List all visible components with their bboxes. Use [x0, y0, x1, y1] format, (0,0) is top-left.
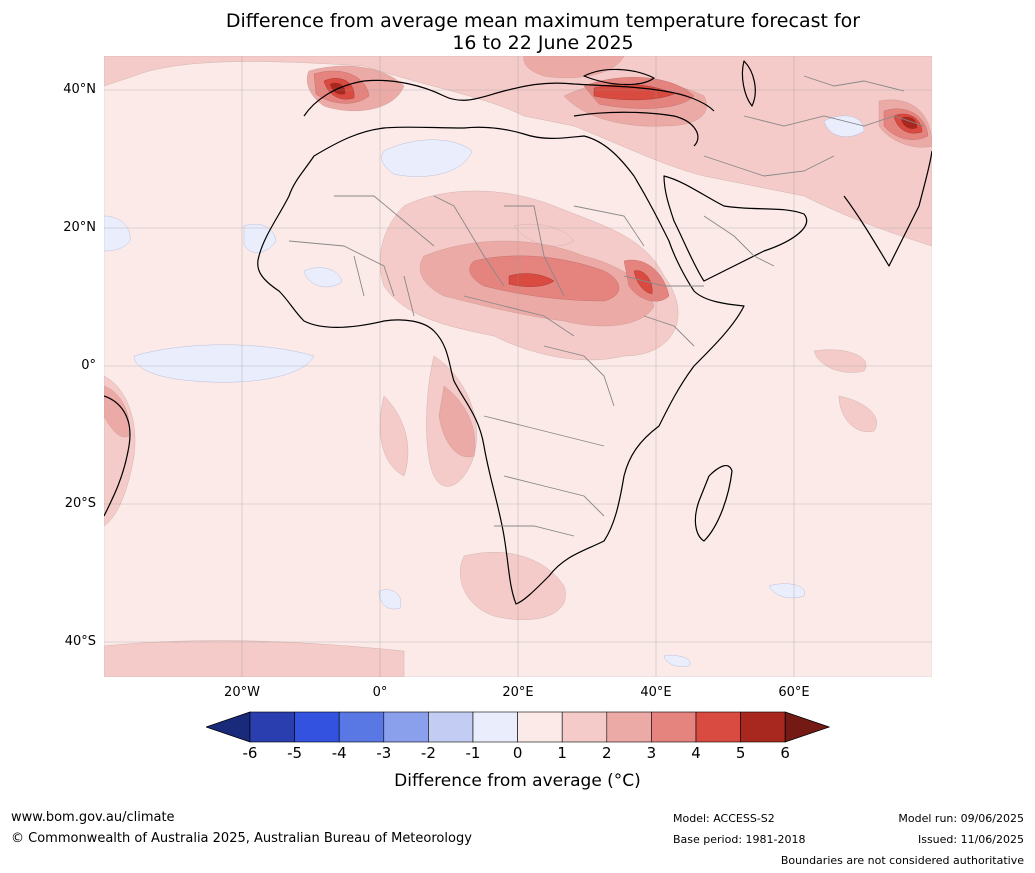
lon-label-20w: 20°W [224, 685, 260, 700]
title-line-2: 16 to 22 June 2025 [452, 32, 634, 54]
footer-website: www.bom.gov.au/climate [11, 810, 175, 825]
lon-label-40e: 40°E [640, 685, 672, 700]
colorbar-segment [428, 711, 474, 743]
colorbar-tick-label: -2 [420, 744, 436, 762]
forecast-map [104, 56, 932, 677]
anomaly-cool-regions [104, 115, 865, 667]
colorbar-segment [651, 711, 697, 743]
coastlines [104, 60, 932, 605]
colorbar [206, 711, 830, 743]
country-borders [288, 75, 925, 537]
colorbar-segment [383, 711, 429, 743]
footer-copyright: © Commonwealth of Australia 2025, Austra… [11, 831, 472, 846]
colorbar-tick-label: 6 [780, 744, 790, 762]
colorbar-segment [561, 711, 608, 743]
colorbar-segment [740, 711, 786, 743]
lon-label-0: 0° [372, 685, 388, 700]
colorbar-tick-label: 2 [602, 744, 612, 762]
colorbar-segment [338, 711, 385, 743]
colorbar-segment [249, 711, 295, 743]
colorbar-segment [472, 711, 518, 743]
colorbar-segment [606, 711, 652, 743]
colorbar-tick-label: -1 [465, 744, 481, 762]
footer-base-period: Base period: 1981-2018 [673, 833, 806, 846]
lat-label-equator: 0° [81, 358, 96, 373]
colorbar-tick-label: 0 [512, 744, 523, 762]
lat-label-40n: 40°N [63, 82, 96, 97]
lon-label-60e: 60°E [778, 685, 810, 700]
lat-label-40s: 40°S [64, 634, 96, 649]
lat-label-20n: 20°N [63, 220, 96, 235]
colorbar-tick-label: -6 [242, 744, 258, 762]
footer-model-run: Model run: 09/06/2025 [898, 812, 1024, 825]
colorbar-tick-label: 4 [691, 744, 701, 762]
colorbar-label: Difference from average (°C) [394, 771, 641, 791]
colorbar-extend-high [784, 711, 830, 743]
colorbar-segment [695, 711, 741, 743]
lat-label-20s: 20°S [64, 496, 96, 511]
colorbar-tick-label: 5 [735, 744, 746, 762]
colorbar-extend-low [206, 711, 251, 743]
colorbar-tick-label: -5 [287, 744, 303, 762]
colorbar-tick-label: 3 [646, 744, 657, 762]
footer-disclaimer: Boundaries are not considered authoritat… [780, 854, 1024, 867]
colorbar-tick-label: -4 [331, 744, 347, 762]
title-line-1: Difference from average mean maximum tem… [225, 10, 861, 32]
colorbar-tick-label: 1 [557, 744, 567, 762]
colorbar-segment [517, 711, 563, 743]
graticule [104, 56, 932, 677]
map-title: Difference from average mean maximum tem… [0, 10, 1035, 54]
colorbar-segment [294, 711, 340, 743]
footer-issued: Issued: 11/06/2025 [917, 833, 1024, 846]
footer-model: Model: ACCESS-S2 [673, 812, 775, 825]
lon-label-20e: 20°E [502, 685, 534, 700]
colorbar-tick-label: -3 [376, 744, 392, 762]
